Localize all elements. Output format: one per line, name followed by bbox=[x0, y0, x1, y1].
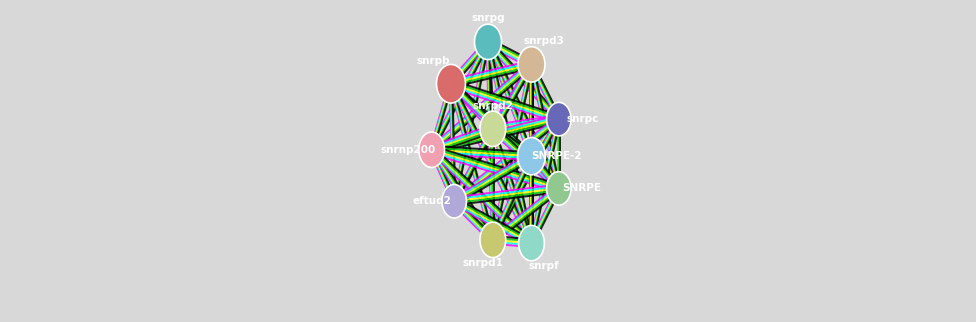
Text: snrpd3: snrpd3 bbox=[524, 36, 565, 46]
Ellipse shape bbox=[517, 137, 546, 175]
Ellipse shape bbox=[518, 225, 545, 261]
Text: snrpb: snrpb bbox=[417, 56, 450, 66]
Text: snrnp200: snrnp200 bbox=[381, 145, 436, 155]
Text: snrpf: snrpf bbox=[529, 261, 559, 271]
Ellipse shape bbox=[547, 172, 571, 205]
Text: SNRPE-2: SNRPE-2 bbox=[531, 151, 582, 161]
Text: snrpd1: snrpd1 bbox=[463, 258, 504, 268]
Ellipse shape bbox=[442, 185, 467, 218]
Text: eftud2: eftud2 bbox=[413, 196, 452, 206]
Ellipse shape bbox=[419, 132, 444, 167]
Ellipse shape bbox=[480, 222, 506, 258]
Ellipse shape bbox=[518, 47, 545, 82]
Ellipse shape bbox=[547, 102, 571, 136]
Ellipse shape bbox=[480, 111, 506, 147]
Text: snrpc: snrpc bbox=[567, 114, 599, 124]
Text: SNRPE: SNRPE bbox=[562, 183, 601, 194]
Ellipse shape bbox=[436, 64, 466, 103]
Text: snrpg: snrpg bbox=[471, 13, 505, 23]
Text: snrpd2: snrpd2 bbox=[472, 100, 513, 111]
Ellipse shape bbox=[474, 24, 502, 60]
